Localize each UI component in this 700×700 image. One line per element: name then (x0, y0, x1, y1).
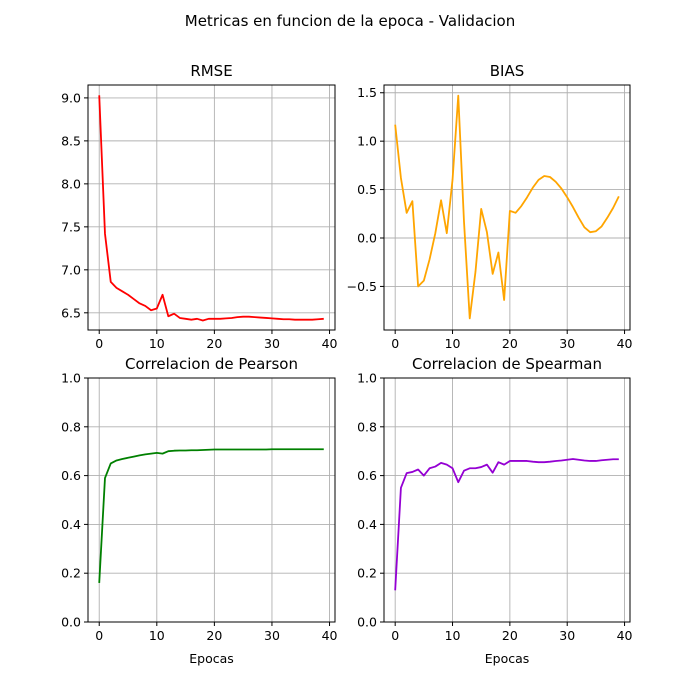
bias-xtick-label: 10 (445, 336, 461, 351)
correlacion-de-pearson-ytick-label: 0.0 (61, 615, 81, 630)
correlacion-de-pearson-ytick-label: 0.2 (61, 566, 81, 581)
correlacion-de-pearson-xtick-label: 40 (322, 628, 338, 643)
bias-ytick-label: 1.0 (357, 134, 377, 149)
correlacion-de-pearson-xlabel: Epocas (189, 651, 234, 666)
rmse-ytick-label: 8.0 (61, 176, 81, 191)
correlacion-de-pearson-ytick-label: 0.6 (61, 468, 81, 483)
rmse-panel: 0 10 20 30 40 6.5 7.0 7.5 8.0 8.5 9.0 RMSE (61, 62, 337, 351)
rmse-axes-frame (87, 84, 336, 331)
correlacion-de-spearman-ytick-label: 0.2 (357, 566, 377, 581)
rmse-xtick-label: 20 (206, 336, 222, 351)
bias-axes-frame (383, 84, 631, 331)
rmse-ytick-label: 9.0 (61, 90, 81, 105)
bias-ytick-label: 0.0 (357, 231, 377, 246)
rmse-ytick-label: 7.0 (61, 262, 81, 277)
correlacion-de-spearman-title: Correlacion de Spearman (412, 355, 602, 373)
correlacion-de-spearman-xtick-label: 0 (391, 628, 399, 643)
subplot-grid: 0 10 20 30 40 6.5 7.0 7.5 8.0 8.5 9.0 RMSE 0 10 20 30 40… (61, 62, 632, 666)
rmse-xtick-label: 40 (322, 336, 338, 351)
bias-xtick-label: 30 (559, 336, 575, 351)
bias-xtick-label: 0 (391, 336, 399, 351)
correlacion-de-spearman-xtick-label: 10 (445, 628, 461, 643)
correlacion-de-spearman-ytick-label: 0.4 (357, 517, 377, 532)
rmse-ytick-label: 6.5 (61, 305, 81, 320)
correlacion-de-pearson-xtick-label: 30 (264, 628, 280, 643)
bias-ytick-label: −0.5 (347, 279, 377, 294)
correlacion-de-pearson-ytick-label: 0.4 (61, 517, 81, 532)
correlacion-de-spearman-xtick-label: 40 (617, 628, 633, 643)
rmse-xtick-label: 10 (149, 336, 165, 351)
correlacion-de-pearson-ytick-label: 1.0 (61, 371, 81, 386)
rmse-title: RMSE (190, 62, 232, 80)
bias-xtick-label: 20 (502, 336, 518, 351)
rmse-xtick-label: 0 (95, 336, 103, 351)
correlacion-de-pearson-ytick-label: 0.8 (61, 419, 81, 434)
correlacion-de-pearson-xtick-label: 0 (95, 628, 103, 643)
correlacion-de-spearman-xlabel: Epocas (485, 651, 530, 666)
correlacion-de-spearman-xtick-label: 30 (559, 628, 575, 643)
bias-ytick-label: 0.5 (357, 182, 377, 197)
correlacion-de-pearson-series-line (98, 448, 324, 584)
rmse-series-line (98, 95, 324, 322)
bias-panel: 0 10 20 30 40 −0.5 0.0 0.5 1.0 1.5 BIAS (347, 62, 633, 351)
bias-ytick-label: 1.5 (357, 85, 377, 100)
correlacion-de-pearson-xtick-label: 10 (149, 628, 165, 643)
correlacion-de-spearman-ytick-label: 0.8 (357, 419, 377, 434)
correlacion-de-spearman-xtick-label: 20 (502, 628, 518, 643)
correlacion-de-pearson-axes-frame (87, 377, 336, 623)
correlacion-de-spearman-ytick-label: 0.6 (357, 468, 377, 483)
bias-series-line (394, 94, 620, 320)
correlacion-de-spearman-series-line (394, 458, 619, 591)
correlacion-de-spearman-ytick-label: 0.0 (357, 615, 377, 630)
correlacion-de-pearson-xtick-label: 20 (206, 628, 222, 643)
correlacion-de-spearman-panel: 0 10 20 30 40 0.0 0.2 0.4 0.6 0.8 1.0 Correlacion d… (357, 355, 632, 666)
bias-title: BIAS (490, 62, 525, 80)
correlacion-de-spearman-ytick-label: 1.0 (357, 371, 377, 386)
rmse-ytick-label: 7.5 (61, 219, 81, 234)
correlacion-de-pearson-panel: 0 10 20 30 40 0.0 0.2 0.4 0.6 0.8 1.0 Correlacion d… (61, 355, 337, 666)
rmse-ytick-label: 8.5 (61, 133, 81, 148)
correlacion-de-spearman-axes-frame (383, 377, 631, 623)
rmse-xtick-label: 30 (264, 336, 280, 351)
correlacion-de-pearson-title: Correlacion de Pearson (125, 355, 298, 373)
bias-xtick-label: 40 (617, 336, 633, 351)
figure-suptitle: Metricas en funcion de la epoca - Valida… (185, 12, 515, 30)
